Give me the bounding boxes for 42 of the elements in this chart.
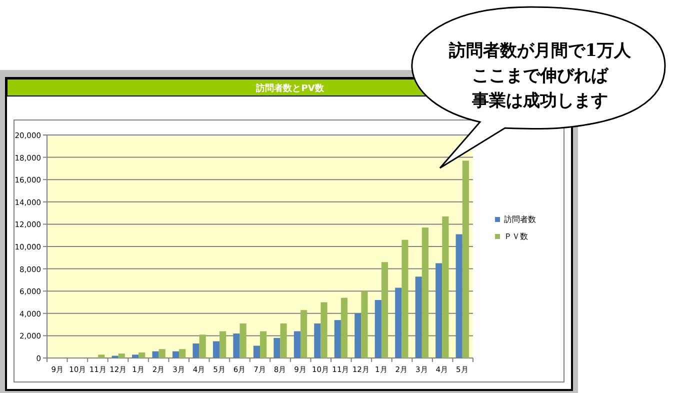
bar (220, 331, 226, 358)
bar (340, 298, 348, 358)
bar (233, 333, 240, 358)
bar (118, 354, 125, 358)
bar (456, 234, 462, 358)
bar (422, 228, 428, 358)
bar (280, 323, 287, 358)
legend-label: ＰＶ数 (504, 232, 528, 241)
text: 訪問者数が月間で1万人 (448, 41, 632, 61)
legend-label: 訪問者数 (504, 215, 536, 224)
bar (158, 349, 166, 358)
bar (395, 288, 402, 358)
bar (294, 331, 300, 358)
bar (179, 349, 186, 358)
bar (300, 310, 308, 358)
text: 事業は成功します (471, 91, 608, 111)
bar (132, 354, 139, 358)
chart-title: 訪問者数とPV数 (255, 83, 325, 94)
bar (415, 276, 422, 358)
bar (442, 216, 449, 358)
bar (212, 341, 220, 358)
bar (436, 263, 442, 358)
bar (374, 300, 382, 358)
bar (152, 351, 159, 358)
bar (98, 354, 105, 358)
bar (462, 160, 469, 358)
bar (334, 320, 341, 358)
bar (320, 302, 328, 358)
bar (240, 323, 246, 358)
bar (381, 262, 388, 358)
bar (172, 351, 180, 358)
bar (274, 338, 280, 358)
bar (192, 344, 200, 358)
bar (361, 291, 368, 358)
bar (260, 331, 267, 358)
bar (354, 313, 362, 358)
bar (314, 323, 321, 358)
bar (253, 346, 260, 358)
bar (138, 352, 146, 358)
text: ここまで伸びれば (472, 66, 609, 86)
bar (199, 334, 206, 358)
bar (402, 240, 408, 358)
